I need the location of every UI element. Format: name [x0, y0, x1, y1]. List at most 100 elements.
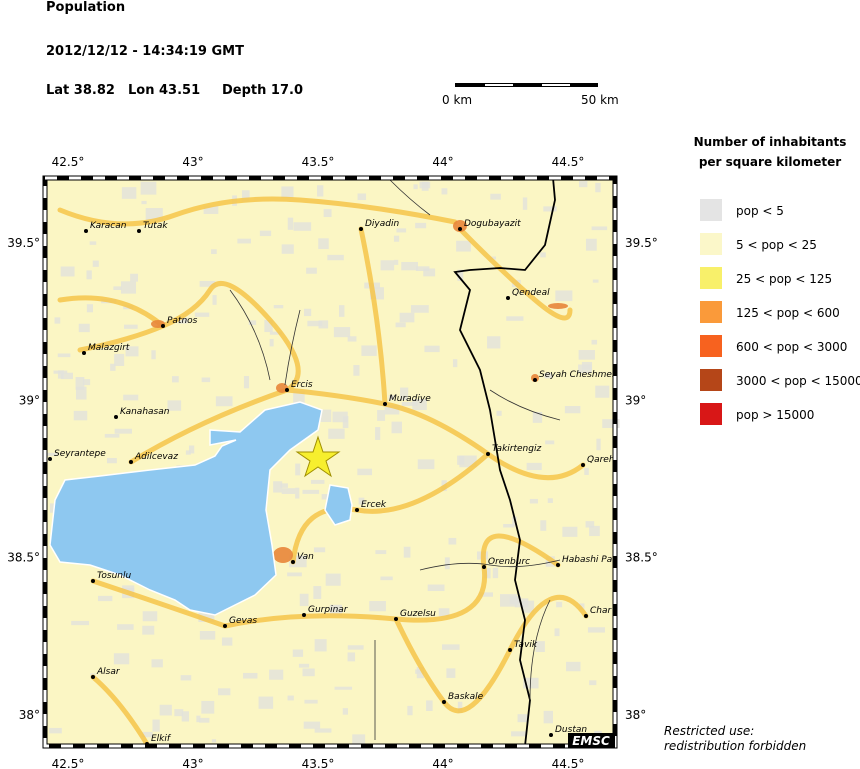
low-density-patch [325, 573, 341, 586]
city-dot [482, 565, 486, 569]
low-density-patch [438, 608, 450, 617]
city-dot [383, 402, 387, 406]
low-density-patch [441, 188, 448, 195]
low-density-patch [540, 252, 546, 258]
city-dot [137, 229, 141, 233]
map: Karacan Tutak Diyadin Dogubayazit Qendeal Pat… [42, 175, 620, 749]
low-density-patch [180, 675, 192, 681]
low-density-patch [479, 592, 494, 597]
low-density-patch [106, 457, 117, 464]
low-density-patch [490, 193, 501, 200]
lat-label-left: 38.5° [7, 551, 40, 565]
city-label: Seyrantepe [54, 449, 106, 459]
low-density-patch [152, 719, 160, 732]
lon-label-bottom: 43.5° [302, 757, 335, 769]
legend-label: 5 < pop < 25 [736, 238, 817, 252]
low-density-patch [522, 197, 528, 210]
low-density-patch [419, 181, 431, 189]
low-density-patch [566, 661, 581, 672]
low-density-patch [328, 428, 345, 439]
low-density-patch [298, 663, 310, 668]
low-density-patch [49, 727, 62, 734]
low-density-patch [401, 401, 418, 406]
low-density-patch [500, 594, 517, 607]
low-density-patch [329, 604, 342, 616]
low-density-patch [535, 641, 545, 653]
low-density-patch [241, 190, 250, 202]
lat-label-right: 39° [625, 393, 646, 407]
low-density-patch [82, 379, 91, 386]
lat-label-left: 38° [19, 708, 40, 722]
low-density-patch [302, 489, 320, 494]
low-density-patch [313, 586, 322, 599]
low-density-patch [347, 645, 364, 650]
low-density-patch [289, 555, 307, 568]
low-density-patch [188, 445, 195, 454]
low-density-patch [358, 497, 365, 505]
low-density-patch [595, 182, 601, 193]
title: Population [46, 0, 125, 15]
low-density-patch [302, 668, 315, 677]
lat-label-right: 38.5° [625, 551, 658, 565]
city-label: Van [297, 552, 314, 562]
low-density-patch [47, 452, 58, 456]
city-dot [442, 700, 446, 704]
legend-label: pop > 15000 [736, 408, 814, 422]
legend-swatch [700, 335, 722, 357]
low-density-patch [457, 701, 463, 714]
lon-label-top: 43° [182, 155, 203, 169]
low-density-patch [323, 209, 332, 218]
low-density-patch [218, 688, 231, 696]
city-dot [486, 452, 490, 456]
low-density-patch [287, 217, 294, 230]
low-density-patch [212, 295, 217, 305]
low-density-patch [412, 399, 427, 411]
low-density-patch [314, 639, 327, 652]
low-density-patch [452, 359, 458, 368]
low-density-patch [314, 728, 332, 733]
low-density-patch [357, 468, 373, 476]
city-dot [114, 415, 118, 419]
low-density-patch [327, 254, 344, 261]
low-density-patch [60, 266, 75, 277]
low-density-patch [273, 481, 283, 493]
low-density-patch [172, 376, 179, 383]
low-density-patch [273, 305, 284, 309]
low-density-patch [380, 260, 395, 271]
low-density-patch [201, 700, 215, 714]
low-density-patch [592, 279, 599, 283]
city-label: Takirtengiz [492, 444, 541, 454]
low-density-patch [293, 222, 312, 231]
low-density-patch [487, 336, 501, 349]
city-label: Tavik [514, 640, 538, 650]
low-density-patch [321, 494, 328, 500]
low-density-patch [423, 268, 436, 277]
city-dot [533, 378, 537, 382]
low-density-patch [117, 624, 134, 630]
low-density-patch [503, 523, 515, 528]
legend-swatch [700, 403, 722, 425]
low-density-patch [258, 696, 274, 709]
city-label: Muradiye [389, 394, 431, 404]
low-density-patch [211, 739, 217, 743]
low-density-patch [287, 695, 294, 701]
low-density-patch [393, 259, 399, 265]
low-density-patch [310, 479, 325, 484]
low-density-patch [532, 411, 543, 423]
low-density-patch [442, 644, 460, 650]
city-label: Patnos [167, 316, 198, 326]
low-density-patch [543, 206, 557, 212]
low-density-patch [318, 238, 329, 250]
low-density-patch [395, 322, 406, 328]
low-density-patch [123, 394, 139, 401]
low-density-patch [426, 700, 433, 711]
notice-line: Restricted use: [664, 724, 754, 738]
city-label: Ercek [361, 500, 387, 510]
low-density-patch [75, 377, 85, 390]
low-density-patch [400, 387, 409, 401]
low-density-patch [391, 421, 402, 434]
low-density-patch [196, 715, 201, 723]
low-density-patch [375, 550, 387, 555]
low-density-patch [591, 226, 608, 231]
low-density-patch [589, 680, 597, 686]
